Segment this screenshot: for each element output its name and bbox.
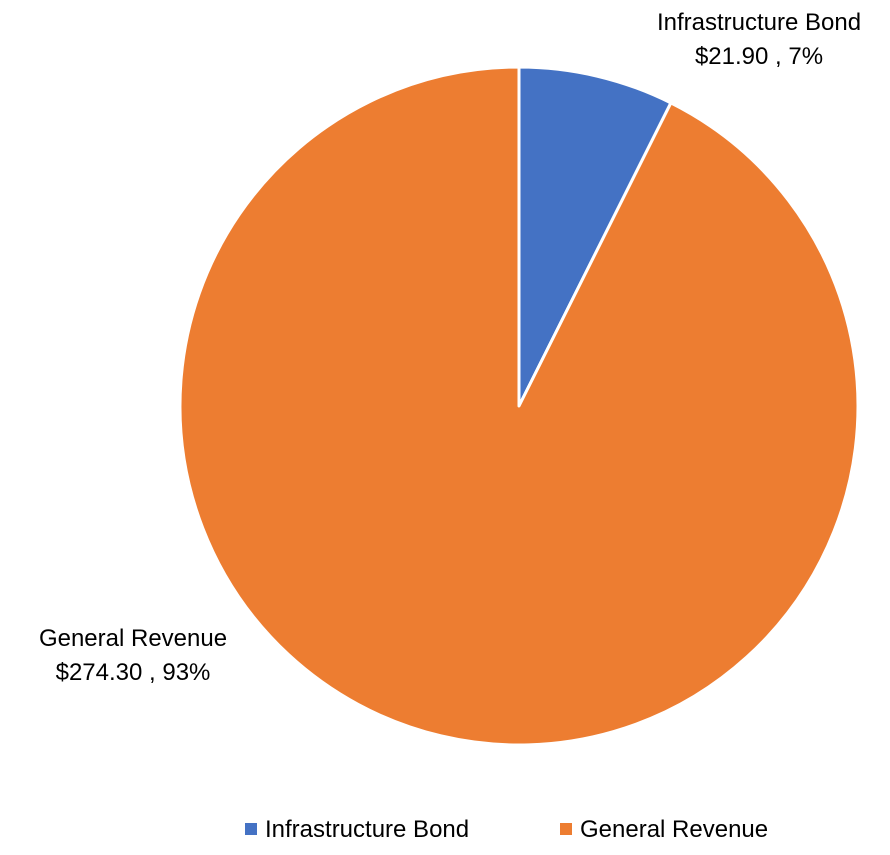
legend-swatch-general-revenue <box>560 823 572 835</box>
pie-slice-general-revenue <box>178 65 860 747</box>
data-label-general-revenue-name: General Revenue <box>39 625 227 652</box>
legend-swatch-infrastructure-bond <box>245 823 257 835</box>
legend: Infrastructure Bond General Revenue <box>245 816 768 843</box>
pie-slices <box>178 65 860 747</box>
data-labels: Infrastructure Bond $21.90 , 7% General Re… <box>39 9 861 686</box>
legend-label-general-revenue: General Revenue <box>580 816 768 843</box>
data-label-infrastructure-bond-value: $21.90 , 7% <box>695 43 823 70</box>
pie-slice-infrastructure-bond <box>517 65 673 408</box>
legend-label-infrastructure-bond: Infrastructure Bond <box>265 816 469 843</box>
data-label-infrastructure-bond-name: Infrastructure Bond <box>657 9 861 36</box>
data-label-general-revenue-value: $274.30 , 93% <box>56 659 211 686</box>
